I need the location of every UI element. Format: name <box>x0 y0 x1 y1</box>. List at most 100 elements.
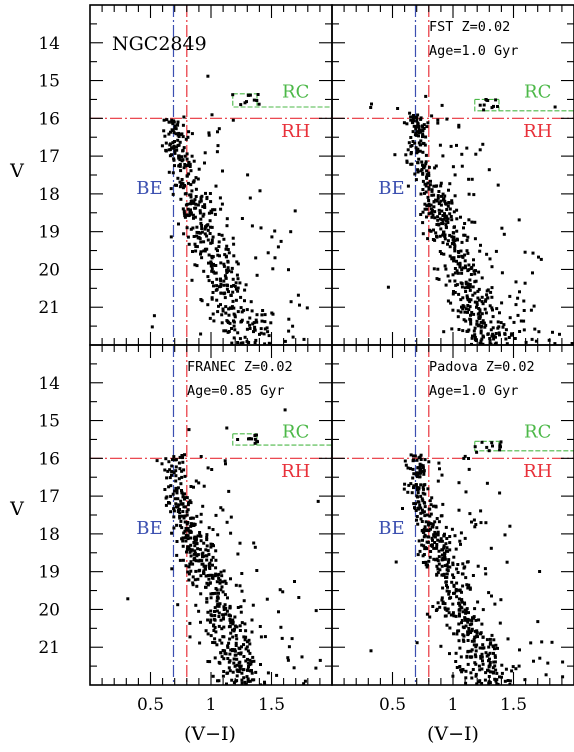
star-point <box>232 306 236 310</box>
star-point <box>205 597 209 601</box>
star-point <box>482 646 486 650</box>
star-point <box>175 491 179 495</box>
star-point <box>446 217 450 221</box>
star-point <box>460 282 464 286</box>
star-point <box>421 210 425 214</box>
star-point <box>452 576 456 579</box>
star-point <box>225 520 229 524</box>
star-point <box>178 455 182 459</box>
star-point <box>436 601 440 605</box>
star-point <box>187 130 191 134</box>
star-point <box>455 283 459 287</box>
star-point <box>474 672 478 676</box>
star-point <box>218 602 222 606</box>
star-point <box>460 285 464 289</box>
star-point <box>185 213 189 217</box>
star-point <box>210 297 214 301</box>
star-point <box>215 580 219 584</box>
star-point <box>414 502 418 506</box>
star-point <box>255 99 259 102</box>
star-point <box>232 254 236 258</box>
star-point <box>443 564 447 568</box>
star-point <box>476 296 480 300</box>
star-point <box>167 132 171 136</box>
star-point <box>451 611 455 615</box>
star-point <box>202 569 206 573</box>
star-point <box>239 610 243 614</box>
star-point <box>432 200 436 204</box>
star-point <box>184 564 188 568</box>
star-point <box>421 171 425 175</box>
star-point <box>418 503 422 507</box>
star-point <box>214 558 218 562</box>
star-point <box>255 313 259 317</box>
star-point <box>165 476 169 480</box>
star-point <box>228 306 232 310</box>
star-point <box>421 132 425 136</box>
star-point <box>468 305 472 309</box>
star-point <box>458 588 462 592</box>
star-point <box>421 188 425 191</box>
star-point <box>223 459 227 463</box>
star-point <box>213 626 217 629</box>
star-point <box>217 615 221 618</box>
star-point <box>471 574 475 577</box>
star-point <box>465 583 469 587</box>
star-point <box>406 466 410 470</box>
star-point <box>257 102 261 106</box>
star-point <box>203 247 207 251</box>
star-point <box>431 605 435 608</box>
star-point <box>480 652 484 656</box>
star-point <box>221 508 225 512</box>
star-point <box>436 479 440 483</box>
star-point <box>203 161 206 165</box>
star-point <box>369 106 373 109</box>
star-point <box>445 568 449 572</box>
star-point <box>223 579 227 583</box>
star-point <box>411 476 415 480</box>
star-point <box>213 656 217 660</box>
star-point <box>461 562 465 566</box>
star-point <box>183 520 187 524</box>
star-point <box>258 625 262 628</box>
star-point <box>546 661 550 665</box>
star-point <box>486 296 490 300</box>
star-point <box>448 565 452 569</box>
star-point <box>454 588 458 591</box>
star-point <box>163 468 167 472</box>
star-point <box>210 614 214 618</box>
star-point <box>177 135 181 138</box>
star-point <box>176 138 180 142</box>
star-point <box>465 654 469 658</box>
star-point <box>480 440 484 444</box>
star-point <box>171 492 175 496</box>
star-point <box>428 514 432 518</box>
star-point <box>522 299 526 303</box>
star-point <box>209 596 213 600</box>
star-point <box>196 534 200 538</box>
star-point <box>186 181 190 185</box>
star-point <box>489 342 493 345</box>
star-point <box>441 233 445 237</box>
star-point <box>462 566 466 570</box>
star-point <box>169 484 173 488</box>
star-point <box>172 507 176 511</box>
star-point <box>491 326 495 330</box>
star-point <box>416 487 419 491</box>
star-point <box>223 593 227 597</box>
star-point <box>417 125 421 129</box>
star-point <box>532 304 536 308</box>
star-point <box>208 581 212 585</box>
star-point <box>221 590 225 594</box>
star-point <box>183 215 187 219</box>
y-tick-label: 21 <box>38 298 60 318</box>
scatter-points <box>369 94 574 345</box>
scatter-points <box>369 440 565 685</box>
star-point <box>427 187 431 191</box>
star-point <box>428 555 432 559</box>
star-point <box>205 197 209 201</box>
star-point <box>226 259 230 263</box>
star-point <box>194 176 198 180</box>
star-point <box>190 278 194 282</box>
